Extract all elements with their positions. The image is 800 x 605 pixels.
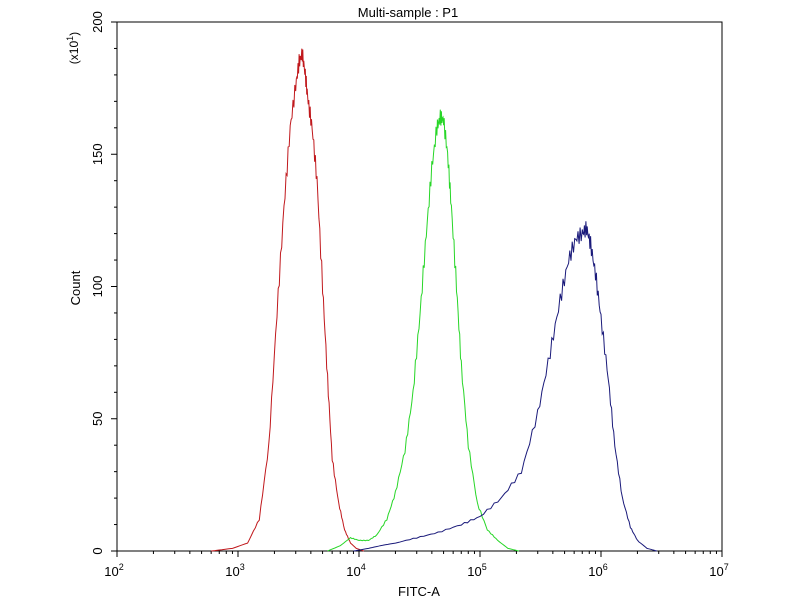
x-tick-base: 10: [346, 564, 360, 579]
plot-frame: [116, 21, 723, 552]
x-tick-exponent: 2: [119, 562, 124, 572]
x-tick-base: 10: [588, 564, 602, 579]
x-tick-exponent: 3: [240, 562, 245, 572]
y-tick-label: 150: [90, 143, 105, 165]
x-tick-exponent: 6: [603, 562, 608, 572]
y-multiplier-suffix: ): [67, 32, 81, 36]
x-tick-label: 102: [104, 562, 123, 579]
x-tick-base: 10: [467, 564, 481, 579]
x-tick-exponent: 5: [482, 562, 487, 572]
y-tick-label: 200: [90, 11, 105, 33]
x-tick-base: 10: [709, 564, 723, 579]
y-axis-label: Count: [68, 270, 83, 305]
x-tick-label: 107: [709, 562, 728, 579]
y-multiplier-prefix: (x10: [67, 41, 81, 65]
series-line-2: [327, 109, 520, 552]
y-multiplier-label: (x101): [65, 32, 81, 64]
chart-title: Multi-sample : P1: [358, 5, 458, 20]
x-tick-exponent: 4: [361, 562, 366, 572]
y-tick-label: 100: [90, 276, 105, 298]
x-axis-ticks: 102 103 104 105 106 107: [104, 551, 729, 579]
x-axis-label: FITC-A: [398, 584, 440, 599]
y-axis-ticks: 0 50 100 150 200: [90, 11, 117, 555]
x-tick-label: 105: [467, 562, 486, 579]
y-tick-label: 0: [90, 547, 105, 554]
series-layer: [211, 48, 658, 552]
x-tick-label: 106: [588, 562, 607, 579]
x-tick-exponent: 7: [724, 562, 729, 572]
y-tick-label: 50: [90, 412, 105, 426]
x-tick-label: 103: [225, 562, 244, 579]
series-line-1: [211, 48, 365, 552]
x-tick-base: 10: [104, 564, 118, 579]
x-tick-base: 10: [225, 564, 239, 579]
series-line-3: [353, 221, 658, 552]
x-tick-label: 104: [346, 562, 365, 579]
y-multiplier-exponent: 1: [65, 36, 75, 41]
